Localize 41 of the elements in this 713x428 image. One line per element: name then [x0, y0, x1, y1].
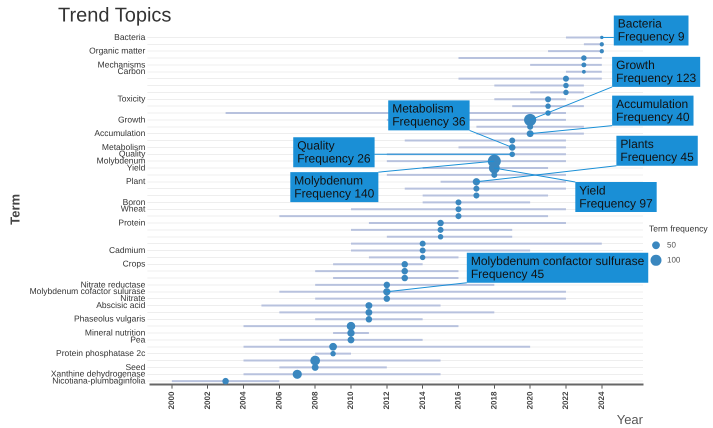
y-tick-label: Protein phosphatase 2c — [56, 348, 146, 358]
annotation: Growth Frequency 123 — [616, 58, 697, 86]
x-tick-label: 2008 — [310, 391, 320, 410]
annotation: Molybdenum Frequency 140 — [294, 173, 375, 200]
x-tick-label: 2014 — [418, 391, 427, 410]
x-tick-label: 2004 — [238, 391, 248, 410]
y-tick-label: Accumulation — [94, 128, 146, 138]
x-tick-label: 2000 — [167, 391, 176, 410]
chart-title: Trend Topics — [58, 4, 172, 27]
x-axis-title: Year — [616, 412, 644, 427]
y-tick-label: Crops — [122, 258, 146, 269]
x-tick-label: 2002 — [202, 391, 212, 410]
legend-title: Term frequency — [649, 224, 708, 234]
annotation: Plants Frequency 45 — [620, 137, 694, 164]
y-tick-label: Phaseolus vulgaris — [74, 314, 146, 324]
annotation: Molybdenum confactor sulfurase Frequency 45 — [470, 254, 645, 282]
y-tick-label: Plant — [126, 176, 146, 186]
y-tick-label: Toxicity — [117, 94, 146, 104]
legend-label: 50 — [667, 240, 676, 250]
x-tick-label: 2016 — [454, 391, 463, 410]
y-tick-label: Nicotiana-plumbaginfolia — [52, 376, 146, 386]
x-tick-label: 2006 — [274, 391, 284, 410]
annotation: Quality Frequency 26 — [297, 138, 371, 166]
x-tick-label: 2024 — [597, 391, 606, 410]
x-tick-label: 2018 — [490, 391, 499, 410]
y-tick-label: Cadmium — [108, 244, 146, 255]
y-tick-label: Seed — [125, 362, 146, 372]
x-tick-label: 2012 — [382, 391, 392, 410]
x-tick-label: 2020 — [525, 391, 534, 410]
x-tick-label: 2010 — [346, 391, 356, 410]
annotation: Metabolism Frequency 36 — [392, 102, 466, 129]
y-tick-label: Protein — [118, 217, 146, 228]
annotation: Bacteria Frequency 9 — [618, 16, 685, 44]
annotation: Yield Frequency 97 — [579, 183, 654, 210]
y-tick-label: Growth — [118, 114, 146, 124]
y-tick-label: Organic matter — [89, 46, 146, 56]
x-tick-label: 2022 — [561, 391, 570, 410]
y-axis-title: Term — [7, 194, 22, 225]
legend-label: 100 — [667, 256, 681, 265]
annotation: Accumulation Frequency 40 — [616, 96, 690, 124]
y-tick-label: Bacteria — [114, 32, 146, 42]
